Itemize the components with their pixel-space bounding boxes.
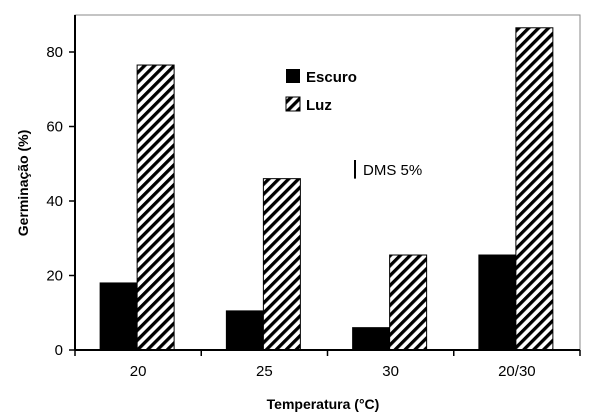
legend-swatch-escuro [286,69,300,83]
x-tick-label: 30 [382,363,399,380]
bar-escuro-20-30 [478,254,517,351]
bar-luz-25 [262,178,301,351]
bar-luz-30 [389,254,428,351]
bar-escuro-20 [99,282,138,351]
x-axis-title: Temperatura (°C) [267,396,380,412]
legend-swatch-luz [285,96,301,112]
y-tick-label: 40 [46,193,63,210]
x-tick-label: 20 [130,363,147,380]
bar-luz-20-30 [515,27,554,351]
legend-label-escuro: Escuro [306,69,357,86]
bar-escuro-30 [352,327,391,351]
y-tick-label: 0 [55,342,63,359]
y-tick-label: 60 [46,119,63,136]
legend-label-luz: Luz [306,97,332,114]
bar-luz-20 [136,64,175,351]
legend: Escuro Luz [285,69,357,114]
x-tick-label: 25 [256,363,273,380]
x-tick-label: 20/30 [498,363,536,380]
y-tick-label: 20 [46,268,63,285]
y-axis-title: Germinação (%) [15,130,31,237]
y-tick-label: 80 [46,44,63,61]
dms-annotation: DMS 5% [354,160,422,179]
dms-label: DMS 5% [363,162,422,179]
bar-escuro-25 [225,310,264,351]
